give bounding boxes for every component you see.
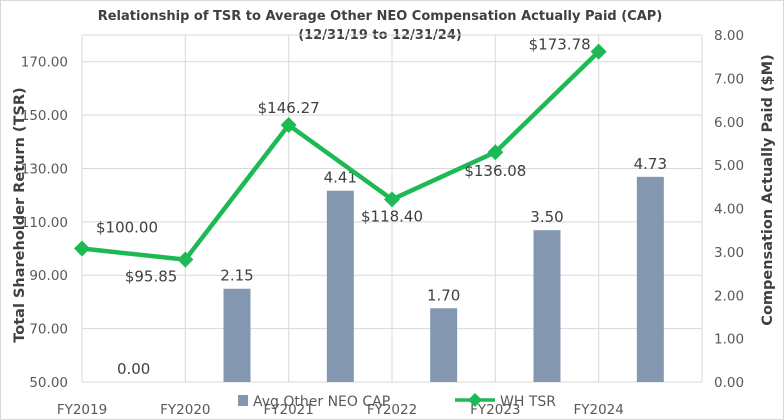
chart-title: Relationship of TSR to Average Other NEO… <box>98 9 663 24</box>
right-axis-label: Compensation Actually Paid ($M) <box>760 54 776 325</box>
tsr-point-label: $146.27 <box>258 99 320 117</box>
x-axis-ticks: FY2019 FY2020 FY2021 FY2022 FY2023 FY2024 <box>57 402 624 418</box>
right-tick-label: 2.00 <box>714 288 744 304</box>
legend: Avg Other NEO CAP WH TSR <box>238 393 556 410</box>
right-tick-label: 4.00 <box>714 202 744 218</box>
tsr-point <box>590 43 607 60</box>
left-tick-label: 70.00 <box>29 322 68 338</box>
left-tick-label: 150.00 <box>21 108 68 124</box>
left-tick-label: 130.00 <box>21 161 68 177</box>
right-tick-label: 0.00 <box>714 375 744 391</box>
right-axis-ticks: 0.00 1.00 2.00 3.00 4.00 5.00 6.00 7.00 8.00 <box>714 28 744 391</box>
cap-bar-label: 2.15 <box>220 267 253 285</box>
tsr-point-label: $173.78 <box>529 36 591 54</box>
right-tick-label: 6.00 <box>714 115 744 131</box>
bar-series: 0.00 2.15 4.41 1.70 3.50 4.73 <box>117 155 667 382</box>
cap-bar-label: 4.73 <box>634 155 667 173</box>
x-tick-label: FY2022 <box>367 402 417 418</box>
x-tick-label: FY2023 <box>470 402 520 418</box>
tsr-point-label: $95.85 <box>125 268 178 286</box>
line-series: $100.00 $95.85 $146.27 $118.40 $136.08 $173.7… <box>74 36 607 286</box>
left-axis-label: Total Shareholder Return (TSR) <box>12 87 28 342</box>
x-tick-label: FY2021 <box>263 402 313 418</box>
left-tick-label: 170.00 <box>21 55 68 71</box>
right-tick-label: 5.00 <box>714 158 744 174</box>
tsr-point-label: $100.00 <box>96 219 158 237</box>
tsr-point-label: $118.40 <box>361 207 423 225</box>
cap-bar-label: 3.50 <box>530 208 563 226</box>
right-tick-label: 8.00 <box>714 28 744 44</box>
legend-swatch-bar <box>238 395 248 406</box>
x-tick-label: FY2024 <box>573 402 623 418</box>
right-tick-label: 7.00 <box>714 71 744 87</box>
legend-swatch-marker <box>468 393 482 407</box>
x-tick-label: FY2019 <box>57 402 107 418</box>
tsr-point <box>74 240 90 257</box>
left-tick-label: 90.00 <box>29 268 68 284</box>
legend-label-line: WH TSR <box>500 394 556 410</box>
tsr-line <box>81 49 601 262</box>
left-tick-label: 110.00 <box>21 215 68 231</box>
cap-bar <box>326 190 354 382</box>
tsr-point <box>384 191 400 208</box>
legend-label-bar: Avg Other NEO CAP <box>253 394 390 410</box>
cap-bar-label: 0.00 <box>117 360 150 378</box>
x-tick-label: FY2020 <box>160 402 210 418</box>
left-axis-ticks: 50.00 70.00 90.00 110.00 130.00 150.00 170.00 <box>21 55 68 391</box>
tsr-point <box>280 117 297 134</box>
cap-bar-label: 4.41 <box>324 169 357 187</box>
cap-bar <box>430 308 458 382</box>
cap-bar <box>533 230 561 382</box>
left-tick-label: 50.00 <box>29 375 68 391</box>
cap-bar <box>223 288 251 382</box>
tsr-point-label: $136.08 <box>464 162 526 180</box>
tsr-point <box>487 144 504 161</box>
right-tick-label: 3.00 <box>714 245 744 261</box>
right-tick-label: 1.00 <box>714 332 744 348</box>
cap-bar-label: 1.70 <box>427 286 460 304</box>
gridlines <box>81 34 703 383</box>
cap-bar <box>636 176 664 382</box>
tsr-point <box>177 251 194 268</box>
